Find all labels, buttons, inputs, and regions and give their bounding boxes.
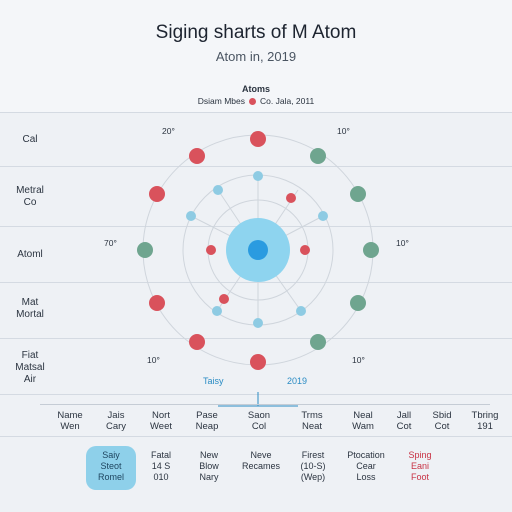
- inner-particles: [186, 171, 328, 328]
- option-label: Fatal 14 S 010: [150, 450, 171, 482]
- row-divider: [0, 282, 512, 283]
- nucleus: [226, 218, 290, 282]
- band-bracket: [218, 392, 298, 407]
- column-axis: [40, 404, 490, 405]
- option-card-1[interactable]: Saiy Steot Romel: [86, 446, 136, 490]
- option-card-4[interactable]: Neve Recames: [235, 446, 287, 490]
- column-label-4: Pase Neap: [195, 410, 219, 432]
- option-label: Firest (10-S) (Wep): [300, 450, 326, 482]
- row-label-5: Fiat Matsal Air: [15, 350, 45, 385]
- particle-blue: [213, 185, 223, 195]
- option-label: Neve Recames: [241, 450, 280, 471]
- legend-right-label: Co. Jala, 2011: [260, 96, 315, 106]
- particle-red-small: [206, 245, 216, 255]
- row-label-3: Atoml: [17, 249, 43, 260]
- particle-blue: [296, 306, 306, 316]
- option-card-7[interactable]: Sping Eani Foot: [395, 446, 445, 490]
- particle-red: [250, 354, 266, 370]
- column-label-3: Nort Weet: [149, 410, 172, 432]
- tick-top-left: 20°: [162, 126, 175, 136]
- particle-red: [189, 334, 205, 350]
- column-label-2: Jais Cary: [105, 410, 127, 432]
- particle-red: [149, 295, 165, 311]
- particle-blue: [253, 318, 263, 328]
- band-label-right: 2019: [287, 376, 308, 386]
- option-label: Ptocation Cear Loss: [347, 450, 385, 482]
- option-label: Sping Eani Foot: [408, 450, 432, 482]
- option-label: New Blow Nary: [199, 450, 219, 482]
- option-label: Saiy Steot Romel: [97, 450, 124, 482]
- column-label-9: Sbid Cot: [432, 410, 452, 432]
- row-divider: [0, 338, 512, 339]
- legend: Dsiam Mbes Co. Jala, 2011: [0, 96, 512, 106]
- row-label-1: Cal: [22, 134, 38, 145]
- column-label-1: Name Wen: [57, 410, 83, 432]
- particle-green: [310, 334, 326, 350]
- page-title: Siging sharts of M Atom: [155, 22, 357, 43]
- particle-green: [310, 148, 326, 164]
- outer-particles: [137, 131, 379, 370]
- row-divider: [0, 166, 512, 167]
- column-label-8: Jall Cot: [396, 410, 412, 432]
- legend-title: Atoms: [241, 84, 270, 94]
- tick-mid-right: 10°: [396, 238, 409, 248]
- tick-mid-left: 70°: [104, 238, 117, 248]
- band-label-left: Taisy: [203, 376, 224, 386]
- column-label-6: Trms Neat: [301, 410, 323, 432]
- particle-red: [189, 148, 205, 164]
- particle-blue: [318, 211, 328, 221]
- tick-bottom-right: 10°: [352, 355, 365, 365]
- nucleus-core: [248, 240, 268, 260]
- particle-red-small: [219, 294, 229, 304]
- particle-green: [350, 186, 366, 202]
- page-subtitle: Atom in, 2019: [215, 49, 297, 64]
- tick-bottom-left: 10°: [147, 355, 160, 365]
- row-divider: [0, 394, 512, 395]
- particle-blue: [253, 171, 263, 181]
- particle-green: [350, 295, 366, 311]
- particle-blue: [212, 306, 222, 316]
- header-divider: [0, 112, 512, 113]
- particle-blue: [186, 211, 196, 221]
- option-card-6[interactable]: Ptocation Cear Loss: [339, 446, 393, 490]
- particle-red-small: [300, 245, 310, 255]
- legend-red-dot: [249, 98, 257, 106]
- row-divider: [0, 436, 512, 437]
- particle-red: [250, 131, 266, 147]
- header-band: [0, 0, 512, 112]
- row-label-4: Mat Mortal: [16, 297, 44, 320]
- particle-green: [137, 242, 153, 258]
- option-card-2[interactable]: Fatal 14 S 010: [136, 446, 186, 490]
- row-label-2: Metral Co: [16, 185, 44, 208]
- particle-red: [149, 186, 165, 202]
- column-label-10: Tbring 191: [471, 410, 499, 432]
- particle-green: [363, 242, 379, 258]
- particle-red-small: [286, 193, 296, 203]
- column-label-7: Neal Wam: [352, 410, 374, 432]
- column-label-5: Saon Col: [247, 410, 271, 432]
- option-card-3[interactable]: New Blow Nary: [184, 446, 234, 490]
- option-card-5[interactable]: Firest (10-S) (Wep): [287, 446, 339, 490]
- tick-top-right: 10°: [337, 126, 350, 136]
- legend-left-label: Dsiam Mbes: [197, 96, 246, 106]
